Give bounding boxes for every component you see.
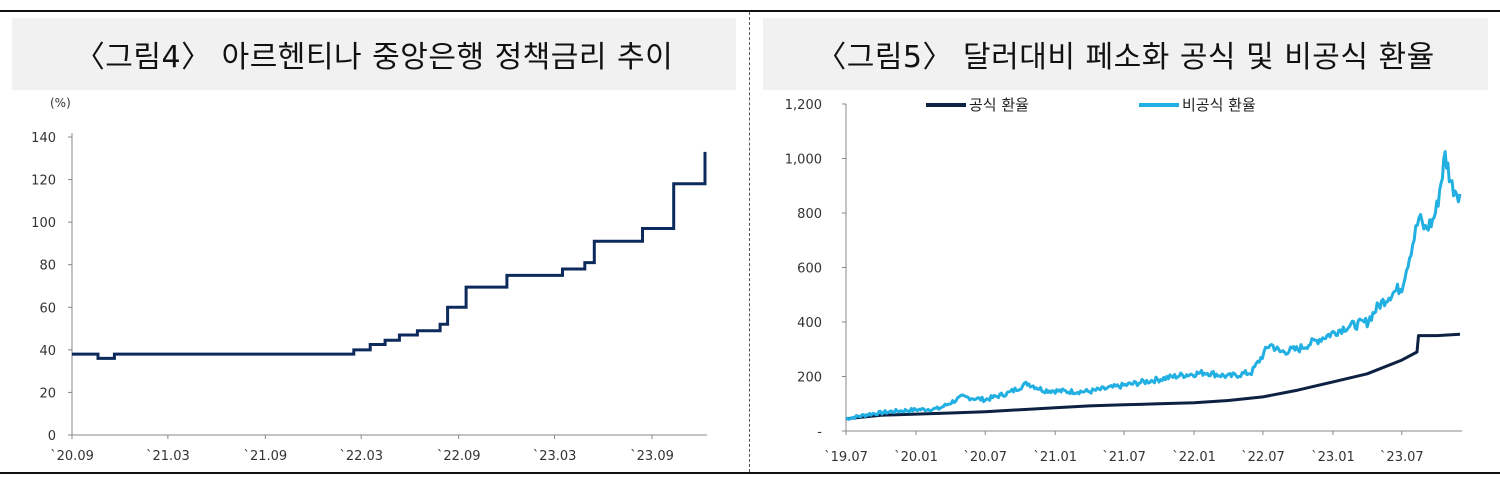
policy-rate-chart: (%) 0 20 40 60 80 100 120 140 `20.09 `21.03 `21.09 `… [31,96,707,464]
x-tick-label: `23.01 [1311,450,1355,465]
x-tick-label: `22.09 [437,449,481,464]
y-tick-label: 40 [39,344,56,359]
x-tick-label: `21.09 [243,449,287,464]
y-axis-unit: (%) [50,96,71,110]
y-tick-label: 20 [39,386,56,401]
x-tick-label: `22.07 [1241,450,1285,465]
bottom-rule [0,472,1500,474]
x-tick-label: `20.01 [894,450,938,465]
y-tick-label: 1,000 [785,153,822,168]
x-tick-label: `21.03 [146,449,190,464]
panel-divider [749,12,750,472]
x-tick-label: `22.01 [1172,450,1216,465]
y-tick-label: 400 [797,316,822,331]
y-tick-label: 600 [797,262,822,277]
unofficial-rate-line [845,150,1462,421]
top-rule [0,10,1500,12]
figure-5-title: 〈그림5〉 달러대비 페소화 공식 및 비공식 환율 [816,40,1435,75]
x-tick-label: `20.09 [50,449,94,464]
figure-4-panel: 〈그림4〉 아르헨티나 중앙은행 정책금리 추이 (%) 0 20 40 60 80 100… [0,12,748,472]
policy-rate-line [72,151,707,360]
y-tick-label: - [817,425,822,440]
y-tick-label: 120 [31,174,56,189]
x-tick-label: `19.07 [824,450,868,465]
x-tick-label: `21.07 [1102,450,1146,465]
x-tick-label: `23.09 [630,449,674,464]
y-tick-label: 200 [797,371,822,386]
x-tick-label: `23.03 [533,449,577,464]
x-tick-label: `20.07 [963,450,1007,465]
figure-5-panel: 〈그림5〉 달러대비 페소화 공식 및 비공식 환율 - 200 400 600 800… [751,12,1500,472]
y-tick-label: 60 [39,301,56,316]
y-tick-label: 800 [797,207,822,222]
figure-4-title: 〈그림4〉 아르헨티나 중앙은행 정책금리 추이 [74,40,674,75]
y-tick-label: 0 [48,429,56,444]
legend-label-unofficial: 비공식 환율 [1182,96,1256,114]
x-tick-label: `21.01 [1033,450,1077,465]
figure-4-title-bar: 〈그림4〉 아르헨티나 중앙은행 정책금리 추이 [12,18,736,90]
y-tick-label: 100 [31,216,56,231]
exchange-rate-chart: - 200 400 600 800 1,000 1,200 `19.07 `20.01 `20.0… [785,96,1462,465]
official-rate-line [845,332,1461,421]
y-tick-label: 140 [31,131,56,146]
legend-label-official: 공식 환율 [969,96,1029,114]
y-tick-label: 80 [39,259,56,274]
x-tick-label: `23.07 [1380,450,1424,465]
figure-5-title-bar: 〈그림5〉 달러대비 페소화 공식 및 비공식 환율 [763,18,1488,90]
x-tick-label: `22.03 [339,449,383,464]
y-tick-label: 1,200 [785,98,822,113]
